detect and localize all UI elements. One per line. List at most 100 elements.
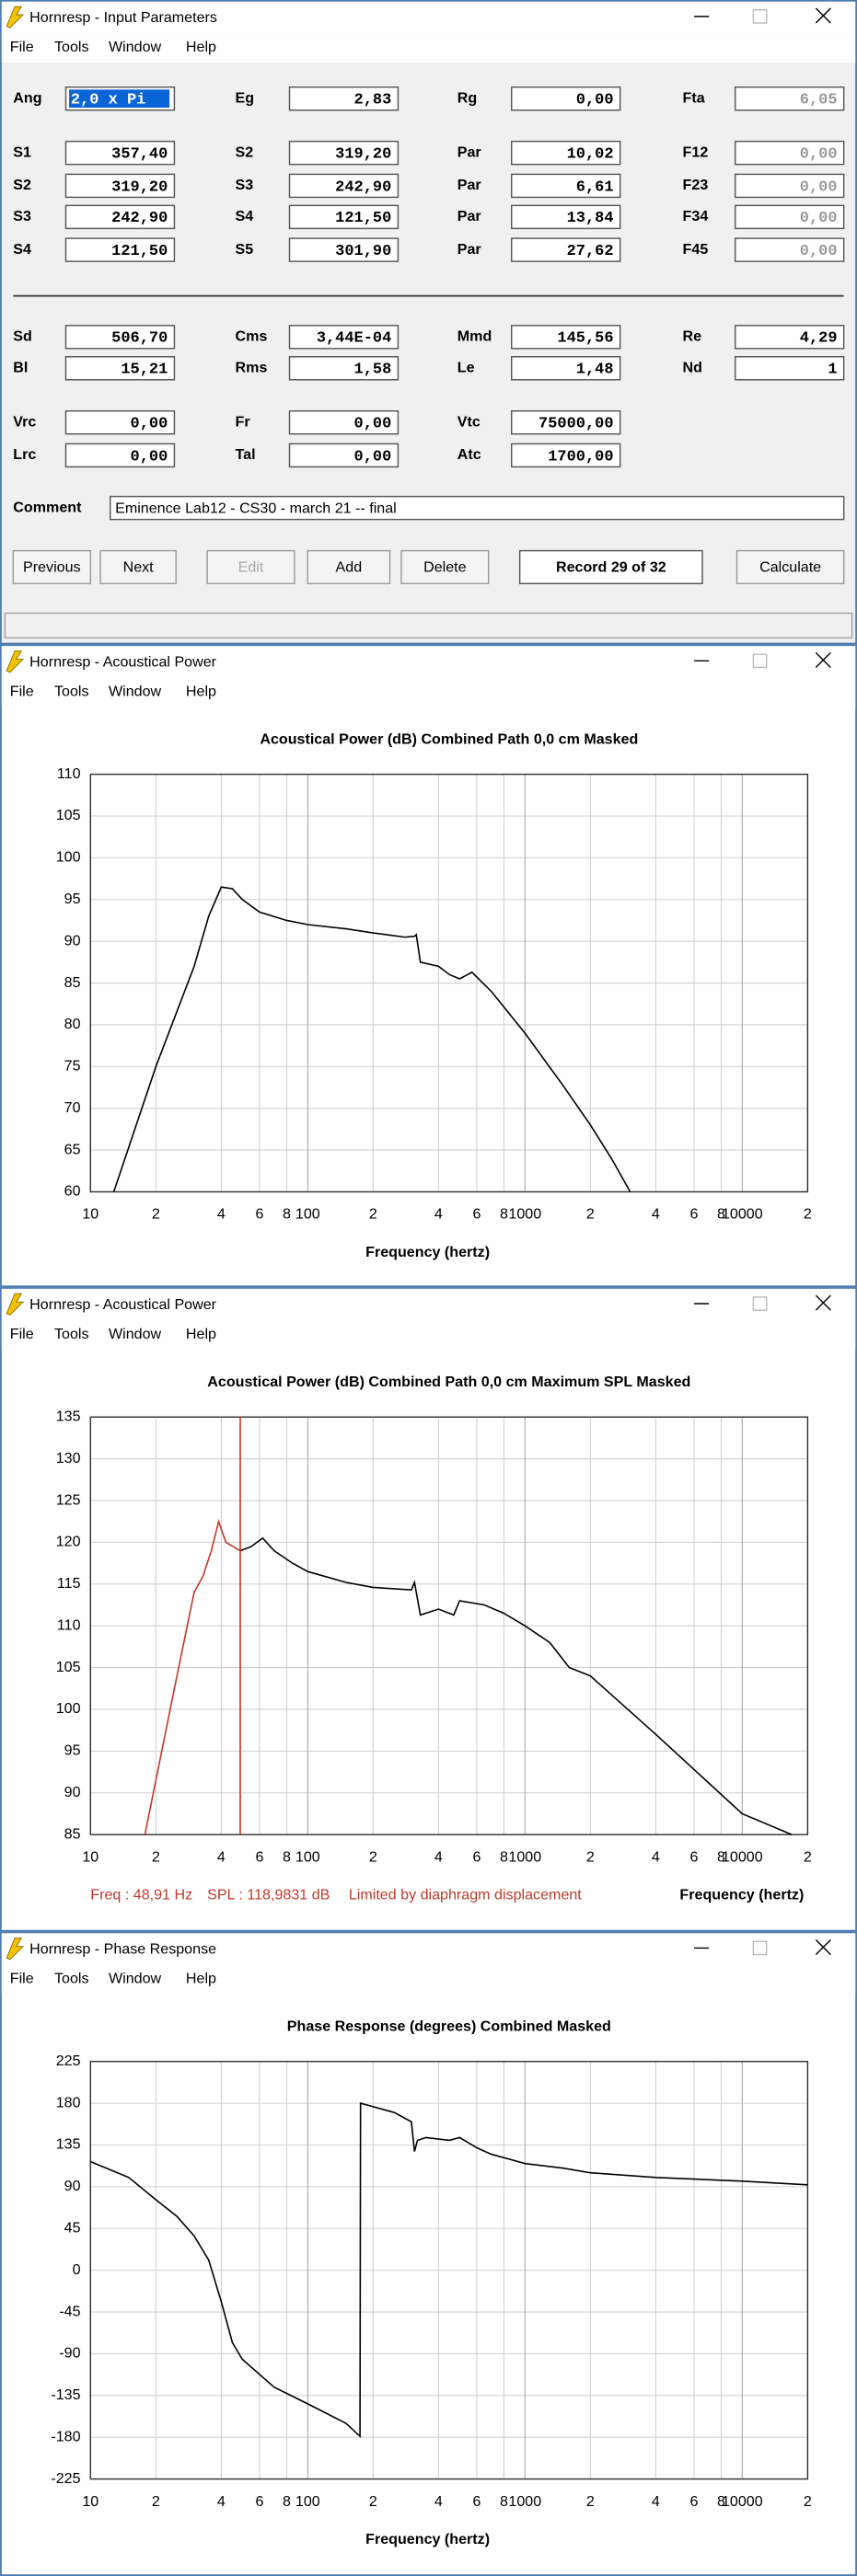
- close-button[interactable]: [815, 1294, 831, 1311]
- field-value[interactable]: 0,00: [800, 178, 838, 196]
- menu-item[interactable]: Tools: [54, 684, 89, 700]
- field-box[interactable]: [735, 173, 845, 199]
- field-value[interactable]: 75000,00: [539, 416, 613, 433]
- field-value[interactable]: 15,21: [121, 362, 168, 379]
- field-value[interactable]: 0,00: [354, 448, 392, 466]
- field-value[interactable]: 10,02: [567, 146, 614, 164]
- field-value[interactable]: 0,00: [800, 146, 838, 164]
- field-value[interactable]: 319,20: [335, 146, 391, 164]
- button[interactable]: [99, 549, 177, 585]
- field-box[interactable]: [64, 204, 176, 230]
- field-value[interactable]: 121,50: [335, 210, 391, 227]
- field-box[interactable]: [64, 173, 176, 199]
- menu-item[interactable]: File: [10, 1326, 34, 1342]
- button-label[interactable]: Next: [123, 559, 155, 576]
- field-box[interactable]: [511, 204, 621, 230]
- menu-item[interactable]: Help: [186, 1326, 216, 1342]
- field-box[interactable]: [511, 356, 621, 381]
- button-label[interactable]: Add: [336, 559, 363, 576]
- field-box[interactable]: [735, 86, 845, 111]
- button[interactable]: [307, 549, 391, 585]
- button-label[interactable]: Previous: [23, 559, 81, 576]
- button[interactable]: [12, 549, 92, 585]
- field-box[interactable]: [511, 86, 621, 111]
- field-box[interactable]: [735, 356, 845, 381]
- menu-item[interactable]: Window: [109, 684, 162, 700]
- field-value[interactable]: 2,0 x Pi: [71, 92, 145, 109]
- maximize-button[interactable]: [752, 653, 768, 669]
- menu-item[interactable]: File: [10, 1971, 34, 1987]
- menu-item[interactable]: Window: [109, 1971, 162, 1987]
- field-box[interactable]: [64, 409, 176, 435]
- field-value[interactable]: 242,90: [111, 210, 168, 227]
- field-box[interactable]: [288, 325, 400, 350]
- menu-item[interactable]: Window: [109, 39, 162, 55]
- field-box[interactable]: [64, 356, 176, 381]
- field-value[interactable]: 506,70: [111, 330, 168, 348]
- field-value[interactable]: 319,20: [111, 178, 168, 196]
- field-value[interactable]: 145,56: [557, 330, 613, 348]
- field-value[interactable]: 3,44E-04: [317, 330, 391, 348]
- field-value[interactable]: 4,29: [800, 330, 838, 348]
- field-value[interactable]: 242,90: [335, 178, 391, 196]
- field-box[interactable]: [288, 237, 400, 262]
- field-box[interactable]: [511, 237, 621, 262]
- menu-item[interactable]: Window: [109, 1326, 162, 1342]
- field-value[interactable]: 0,00: [131, 416, 168, 433]
- field-box[interactable]: [735, 140, 845, 166]
- field-value[interactable]: 0,00: [131, 448, 168, 466]
- maximize-button[interactable]: [752, 1940, 768, 1956]
- field-box[interactable]: [288, 443, 400, 468]
- field-box[interactable]: [735, 325, 845, 350]
- menu-item[interactable]: Help: [186, 1971, 216, 1987]
- field-box[interactable]: [288, 409, 400, 435]
- close-button[interactable]: [815, 651, 831, 668]
- menu-item[interactable]: Tools: [54, 39, 89, 55]
- field-value[interactable]: 13,84: [567, 210, 614, 227]
- field-box[interactable]: [735, 204, 845, 230]
- field-box[interactable]: [288, 86, 400, 111]
- field-value[interactable]: 1700,00: [548, 448, 613, 466]
- menu-item[interactable]: Tools: [54, 1326, 89, 1342]
- field-box[interactable]: [64, 237, 176, 262]
- field-value[interactable]: 1: [828, 362, 837, 379]
- field-box[interactable]: [64, 443, 176, 468]
- maximize-button[interactable]: [752, 1296, 768, 1311]
- field-value[interactable]: 1,48: [576, 362, 614, 379]
- field-box[interactable]: [288, 356, 400, 381]
- field-box[interactable]: [64, 140, 176, 166]
- button-label[interactable]: Calculate: [759, 559, 821, 576]
- field-box[interactable]: [511, 140, 621, 166]
- field-box[interactable]: [288, 140, 400, 166]
- button[interactable]: [400, 549, 490, 585]
- field-box[interactable]: [511, 325, 621, 350]
- field-box[interactable]: [511, 443, 621, 468]
- menu-item[interactable]: Tools: [54, 1971, 89, 1987]
- field-value[interactable]: 121,50: [111, 243, 168, 260]
- field-value[interactable]: 27,62: [567, 243, 614, 260]
- field-box[interactable]: [288, 204, 400, 230]
- comment-value[interactable]: Eminence Lab12 - CS30 - march 21 -- fina…: [115, 500, 397, 516]
- field-box[interactable]: [511, 409, 621, 435]
- field-box[interactable]: [511, 173, 621, 199]
- close-button[interactable]: [815, 1938, 831, 1956]
- field-value[interactable]: 0,00: [800, 210, 838, 227]
- menu-item[interactable]: Help: [186, 39, 216, 55]
- button-label[interactable]: Delete: [423, 559, 467, 576]
- field-box[interactable]: [64, 325, 176, 350]
- field-value[interactable]: 1,58: [354, 362, 392, 379]
- button[interactable]: [735, 549, 845, 585]
- field-value[interactable]: 0,00: [800, 243, 838, 260]
- field-value[interactable]: 2,83: [354, 92, 392, 109]
- field-value[interactable]: 6,05: [800, 92, 838, 109]
- comment-box[interactable]: [110, 495, 845, 521]
- close-button[interactable]: [815, 7, 831, 24]
- field-value[interactable]: 6,61: [576, 178, 614, 196]
- field-value[interactable]: 0,00: [354, 416, 392, 433]
- menu-item[interactable]: File: [10, 39, 34, 55]
- field-box[interactable]: [735, 237, 845, 262]
- menu-item[interactable]: Help: [186, 684, 216, 700]
- field-value[interactable]: 301,90: [335, 243, 391, 260]
- field-value[interactable]: 357,40: [111, 146, 168, 164]
- menu-item[interactable]: File: [10, 684, 34, 700]
